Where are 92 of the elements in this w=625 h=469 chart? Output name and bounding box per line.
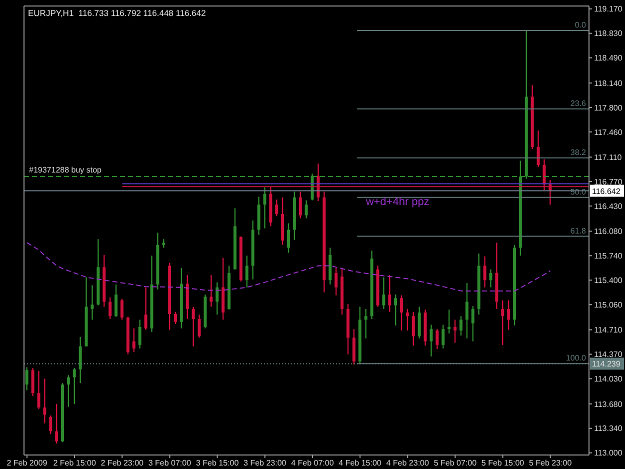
y-tick-label: 113.680 xyxy=(594,400,623,409)
candlestick xyxy=(210,274,213,308)
y-tick-label: 115.060 xyxy=(594,300,623,310)
series-label: 23.6 xyxy=(570,98,587,108)
x-tick-label: 2 Feb 23:00 xyxy=(100,458,144,468)
candlestick xyxy=(25,366,28,391)
candlestick xyxy=(334,267,338,296)
candlestick xyxy=(287,222,290,254)
candlestick xyxy=(90,284,94,320)
x-tick-label: 4 Feb 07:00 xyxy=(291,458,334,468)
y-tick-label: 114.370 xyxy=(594,350,623,360)
candlestick xyxy=(108,296,112,320)
candlestick xyxy=(37,370,40,410)
candlestick xyxy=(55,403,58,444)
candlestick xyxy=(459,316,462,336)
candlestick xyxy=(412,311,415,346)
series-label: 61.8 xyxy=(570,226,587,236)
candlestick xyxy=(263,186,266,229)
candlestick xyxy=(536,130,540,168)
candlestick xyxy=(114,284,118,318)
y-tick-label: 118.140 xyxy=(594,78,623,88)
y-tick-label: 116.770 xyxy=(594,177,623,186)
y-tick-label: 115.740 xyxy=(594,252,623,261)
y-tick-label: 115.400 xyxy=(594,276,623,285)
y-tick-label: 117.800 xyxy=(594,103,623,112)
candlestick xyxy=(394,294,398,326)
candlestick xyxy=(43,378,46,424)
chart-title: EURJPY,H1 116.733 116.792 116.448 116.642 xyxy=(28,8,206,18)
candlestick xyxy=(49,414,52,435)
x-tick-label: 4 Feb 23:00 xyxy=(386,458,430,468)
candlestick xyxy=(465,282,468,340)
candlestick xyxy=(418,306,421,340)
candlestick xyxy=(132,328,136,353)
line-series xyxy=(26,242,551,292)
candlestick xyxy=(31,367,34,397)
candlestick xyxy=(192,306,195,347)
x-tick-label: 5 Feb 23:00 xyxy=(528,458,572,468)
candlestick xyxy=(471,305,474,342)
x-tick-label: 3 Feb 15:00 xyxy=(196,458,240,468)
candlestick xyxy=(442,324,445,350)
candlestick xyxy=(507,300,510,330)
x-tick-label: 5 Feb 07:00 xyxy=(434,458,478,468)
candlestick xyxy=(298,191,302,219)
series-label: 0.0 xyxy=(574,20,587,30)
candlestick xyxy=(245,255,248,288)
ref-line-label: 116.642 xyxy=(592,186,621,196)
ref-line-label: #19371288 buy stop xyxy=(29,166,102,175)
candlestick xyxy=(216,282,219,316)
candlestick xyxy=(483,256,486,288)
candlestick xyxy=(352,328,356,365)
candlestick xyxy=(78,336,82,384)
candlestick xyxy=(66,374,70,408)
y-tick-label: 116.430 xyxy=(594,202,623,211)
candlestick xyxy=(144,286,148,330)
y-tick-label: 118.490 xyxy=(594,54,623,63)
y-tick-label: 117.110 xyxy=(594,152,622,162)
candlestick xyxy=(174,311,178,325)
x-tick-label: 4 Feb 15:00 xyxy=(338,458,382,468)
x-tick-label: 2 Feb 2009 xyxy=(6,458,48,468)
candlestick xyxy=(436,328,439,350)
ref-line-label: 114.239 xyxy=(592,360,621,369)
x-tick-label: 2 Feb 15:00 xyxy=(53,458,96,468)
candlestick xyxy=(364,308,368,340)
candlestick xyxy=(430,324,433,358)
x-tick-label: 5 Feb 15:00 xyxy=(481,458,525,468)
candlestick xyxy=(400,294,404,332)
candlestick xyxy=(501,300,504,346)
candlestick xyxy=(275,198,278,217)
series-label: 38.2 xyxy=(570,148,587,157)
y-tick-label: 113.340 xyxy=(594,424,623,434)
candlestick xyxy=(72,367,76,405)
annotation: w+d+4hr ppz xyxy=(364,196,430,208)
candlestick xyxy=(448,309,451,334)
candlestick xyxy=(304,200,308,219)
x-tick-label: 3 Feb 07:00 xyxy=(148,458,192,468)
y-tick-label: 119.170 xyxy=(594,4,623,14)
candlestick xyxy=(138,319,142,350)
y-tick-label: 118.830 xyxy=(594,29,623,38)
y-tick-label: 116.080 xyxy=(594,227,623,236)
y-tick-label: 114.030 xyxy=(594,374,623,384)
y-tick-label: 113.000 xyxy=(594,448,623,458)
legend-label: 100.0 xyxy=(566,354,587,363)
candlestick xyxy=(489,268,492,288)
candlestick xyxy=(120,298,124,320)
y-tick-label: 114.710 xyxy=(594,326,623,335)
candlestick xyxy=(382,276,386,310)
y-tick-label: 117.460 xyxy=(594,128,623,137)
candlestick xyxy=(388,274,392,312)
candlestick xyxy=(406,308,409,332)
x-tick-label: 3 Feb 23:00 xyxy=(244,458,287,468)
candlestick xyxy=(454,319,457,344)
candlestick xyxy=(198,314,201,338)
